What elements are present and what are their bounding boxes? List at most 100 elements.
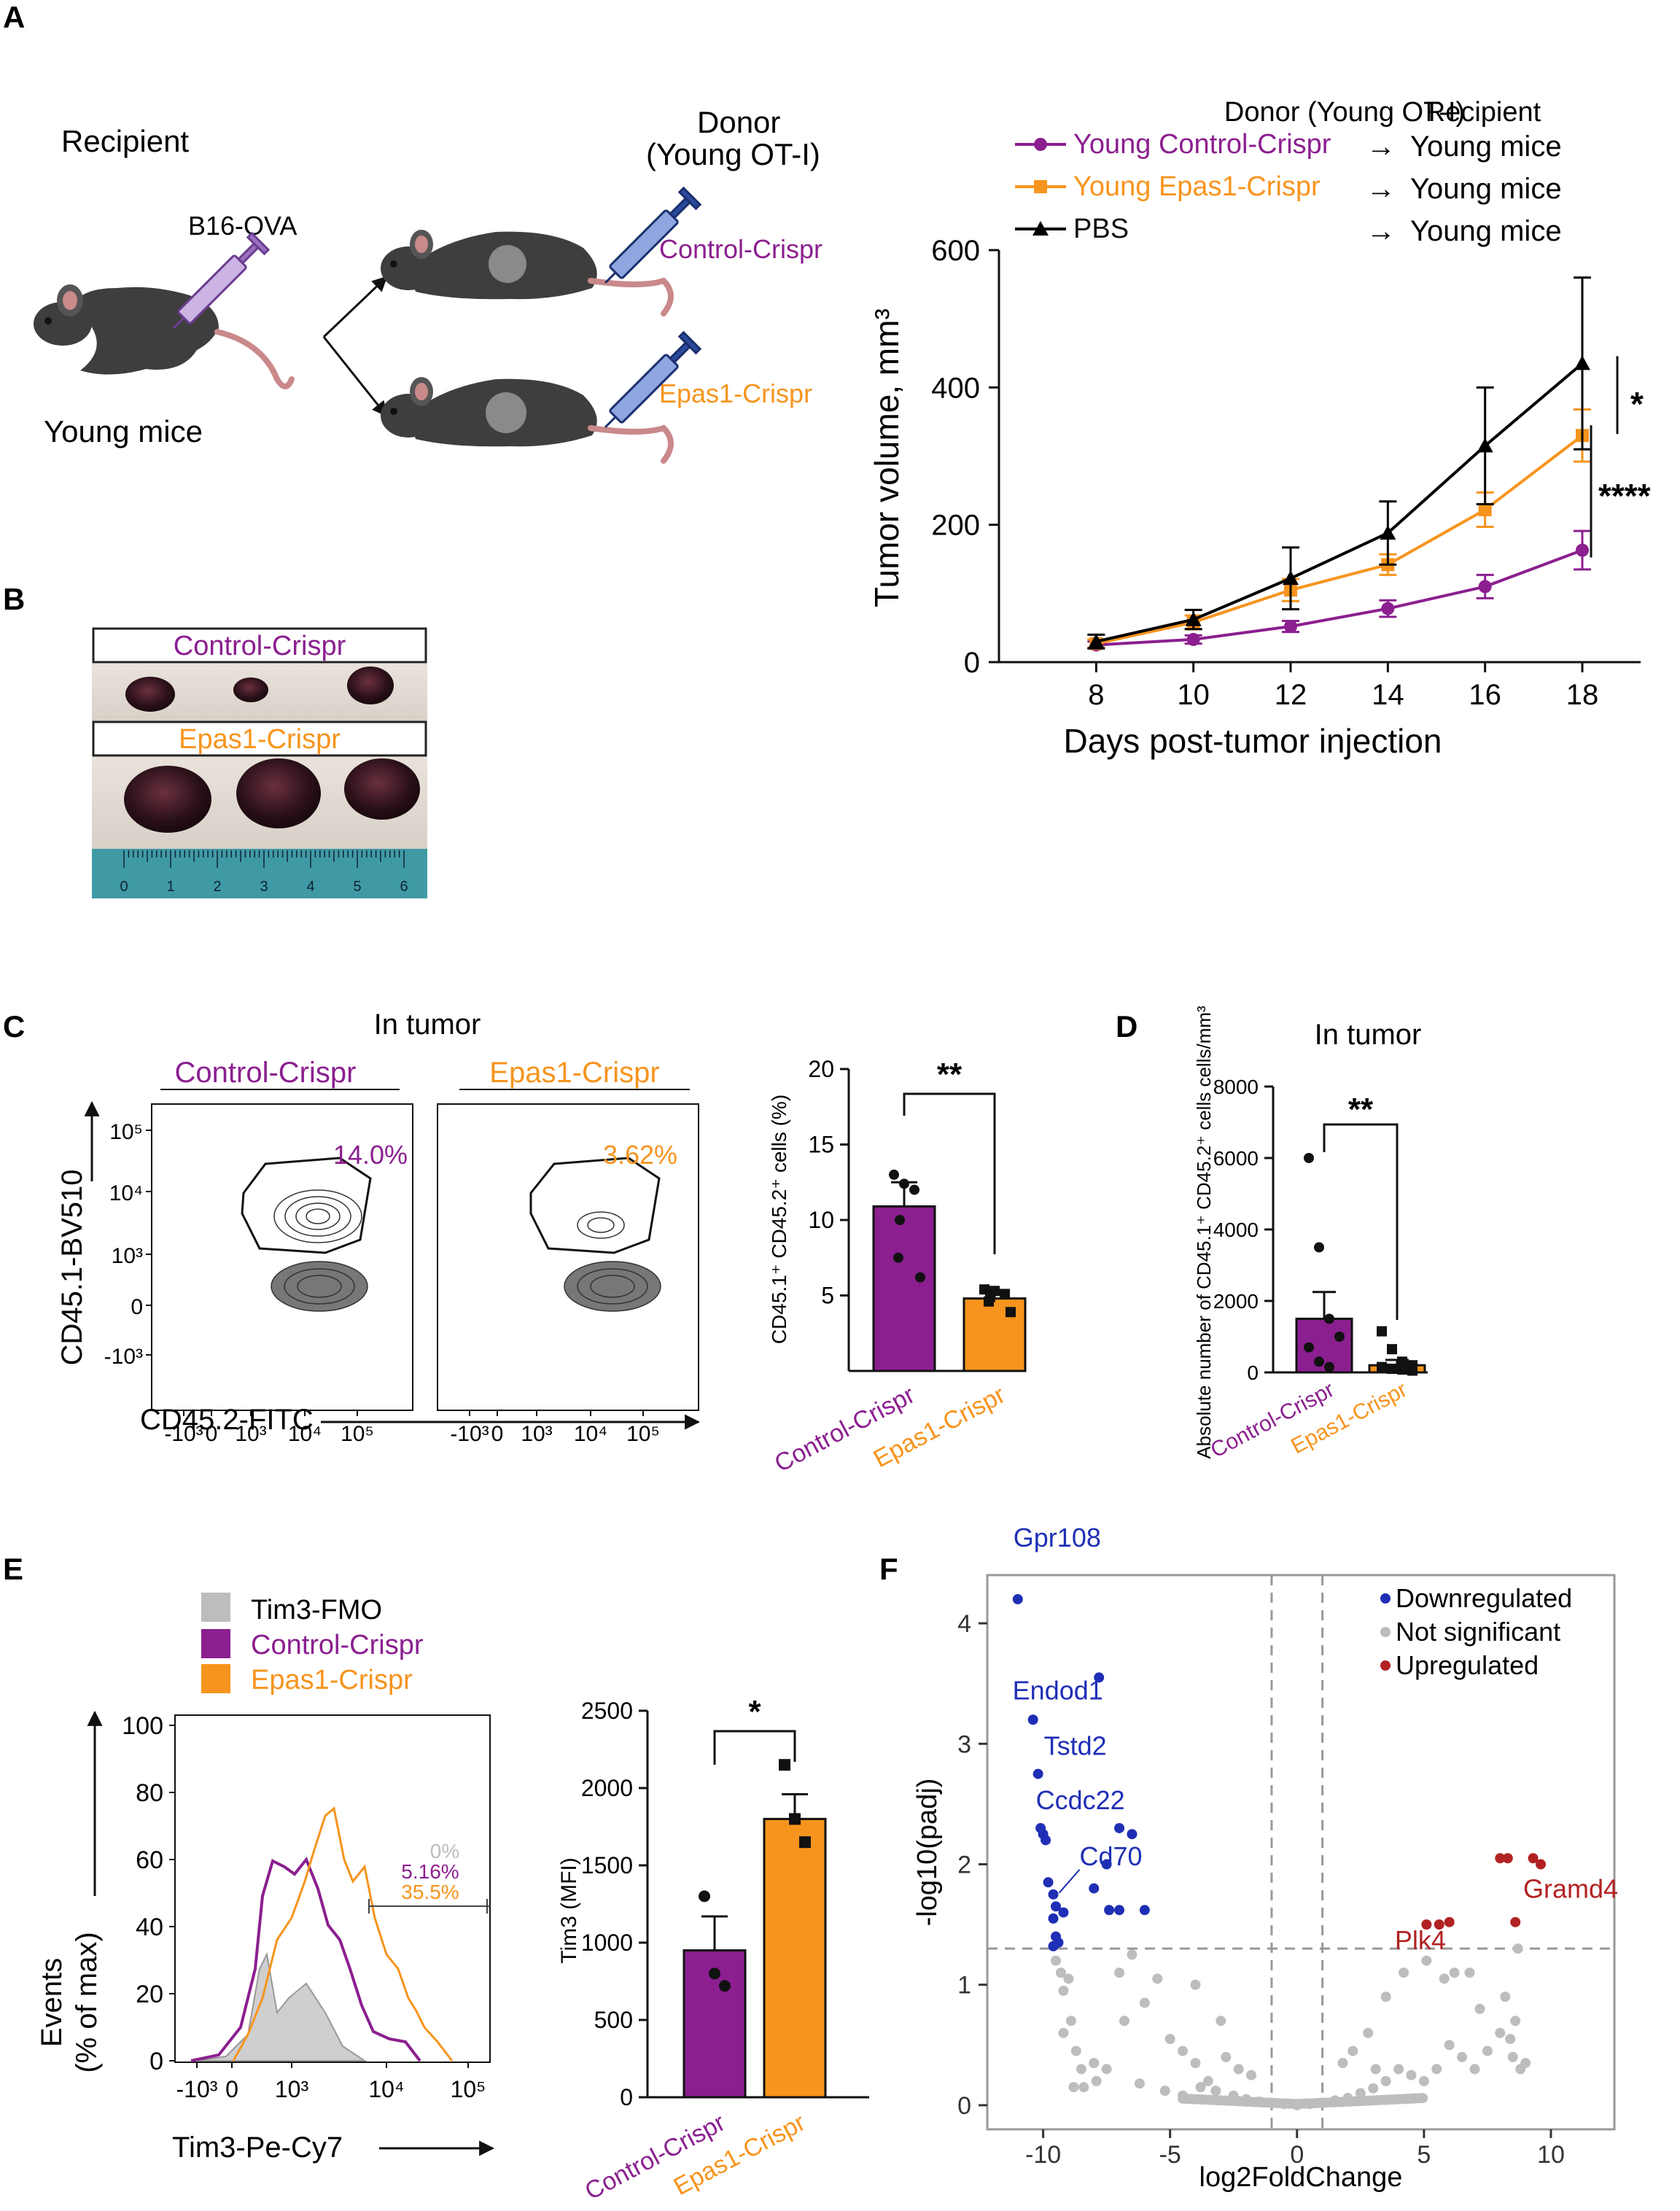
ns-point <box>1089 2058 1100 2069</box>
significance-bracket <box>903 1092 996 1254</box>
volcano-x-tick-label: -10 <box>1025 2141 1061 2169</box>
ns-point <box>1076 2064 1086 2075</box>
significance-bracket <box>1323 1123 1399 1320</box>
syringe-icon <box>172 231 271 330</box>
ns-point <box>1216 2016 1226 2027</box>
gene-label: Cd70 <box>1080 1841 1143 1871</box>
data-point <box>1478 580 1492 594</box>
ns-point <box>1119 2016 1130 2027</box>
ns-point <box>1202 2075 1213 2086</box>
ns-point <box>1063 1973 1074 1984</box>
bar-chart-c: 5101520Control-CrisprEpas1-Crispr**CD45.… <box>768 1056 1027 1477</box>
down-point <box>1048 1940 1059 1951</box>
volcano-legend-dot <box>1380 1660 1391 1671</box>
ns-point <box>1317 2097 1328 2108</box>
volcano-x-tick-label: 0 <box>1290 2141 1304 2169</box>
ns-point <box>1444 2040 1455 2051</box>
flow-c-x-tick-label: 0 <box>491 1422 504 1446</box>
data-point <box>1304 1342 1314 1353</box>
flow-c-y-tick-label: 10⁴ <box>109 1181 143 1205</box>
data-point <box>1334 1332 1345 1342</box>
down-point <box>1048 1913 1059 1924</box>
panel-label-f: F <box>879 1552 898 1586</box>
volcano-x-tick-label: -5 <box>1159 2141 1181 2169</box>
ns-point <box>1457 2051 1468 2062</box>
up-point <box>1495 1853 1506 1864</box>
down-point <box>1012 1594 1023 1605</box>
histogram-x-tick-label: 10⁵ <box>451 2076 486 2102</box>
data-point <box>799 1836 811 1849</box>
volcano-plot: -10 -5 0 5 10 0 1 2 3 4 Gpr108 Endod1 Tstd2 Ccdc22 Cd7… <box>912 1523 1618 2193</box>
epas1-tumor-3 <box>344 758 420 820</box>
histogram-x-label: Tim3-Pe-Cy7 <box>172 2132 343 2164</box>
data-point <box>1478 502 1492 516</box>
legend-control-swatch <box>201 1629 230 1658</box>
up-point <box>1528 1853 1539 1864</box>
branch-arrow-up <box>322 276 388 338</box>
flow-c-epas1-plot <box>437 1103 699 1411</box>
down-point <box>1114 1905 1125 1916</box>
series-line-young-epas1-crispr <box>1095 434 1584 645</box>
x-tick-label: 18 <box>1566 679 1599 711</box>
tumor-growth-legend: Donor (Young OT-I)Recipient Young Control… <box>1015 97 1562 247</box>
legend-arrow: → <box>1366 131 1396 163</box>
histogram-y-tick-label: 20 <box>136 1981 163 2008</box>
data-point <box>1006 1307 1016 1318</box>
ns-point <box>1241 2094 1252 2105</box>
flow-c-control-pct: 14.0% <box>333 1140 408 1170</box>
ns-point <box>1221 2051 1232 2062</box>
volcano-legend-dot <box>1380 1593 1391 1604</box>
panel-label-b: B <box>3 582 25 616</box>
ns-point <box>1406 2070 1417 2080</box>
bar-y-tick-label: 0 <box>1247 1361 1259 1384</box>
tumor-growth-x-label: Days post-tumor injection <box>1064 722 1442 760</box>
flow-c-y-tick-label: 10³ <box>112 1244 143 1268</box>
ns-point <box>1469 2064 1480 2075</box>
control-syringe-icon <box>604 186 702 284</box>
data-point <box>1477 438 1493 453</box>
ns-point <box>1078 2082 1089 2093</box>
ruler-label: 2 <box>213 879 221 895</box>
bar-title: In tumor <box>1315 1019 1422 1051</box>
flow-c-y-tick-label: -10³ <box>104 1345 143 1369</box>
ns-point <box>1195 2082 1206 2093</box>
up-point <box>1536 1859 1547 1870</box>
data-point <box>1314 1242 1324 1253</box>
down-point <box>1089 1883 1100 1894</box>
bar-y-tick-label: 2000 <box>581 1775 633 1801</box>
flow-c-control-header: Control-Crispr <box>175 1057 357 1089</box>
ns-point <box>1228 2090 1239 2101</box>
flow-c-title: In tumor <box>374 1009 481 1041</box>
branch-arrow-down <box>322 336 388 417</box>
x-tick-label: 16 <box>1469 679 1501 711</box>
ns-point <box>1464 1967 1475 1978</box>
ns-point <box>1342 2093 1353 2104</box>
ns-point <box>1051 1955 1062 1966</box>
x-tick-label: 14 <box>1372 679 1404 711</box>
histogram-x-tick-label: 0 <box>225 2076 238 2102</box>
bar-y-tick-label: 8000 <box>1213 1076 1259 1098</box>
significance-label: * <box>1630 385 1644 423</box>
control-tumor-3 <box>347 667 394 704</box>
legend-series-label: Young Control-Crispr <box>1073 129 1331 160</box>
histogram-plot-frame <box>174 1714 491 2063</box>
experiment-schematic: Recipient Young mice B16-OVA Donor (Youn… <box>34 105 822 464</box>
histogram-y-tick-label: 40 <box>136 1913 163 1941</box>
schematic-epas1-label: Epas1-Crispr <box>659 378 812 408</box>
flow-c-x-tick-label: 10⁵ <box>626 1422 660 1446</box>
bar-chart-e: 05001000150020002500Control-CrisprEpas1-… <box>557 1694 869 2205</box>
data-point <box>789 1813 801 1825</box>
flow-c-epas1-contours <box>564 1211 661 1312</box>
bar-y-label: Tim3 (MFI) <box>557 1857 581 1964</box>
volcano-y-tick-label: 0 <box>957 2092 971 2120</box>
down-point <box>1104 1905 1115 1916</box>
ns-point <box>1439 1973 1450 1984</box>
bar-y-tick-label: 2000 <box>1213 1290 1259 1313</box>
legend-marker <box>1034 138 1047 151</box>
gene-label: Endod1 <box>1013 1675 1103 1705</box>
data-point <box>899 1178 909 1189</box>
legend-fmo-swatch <box>201 1593 230 1622</box>
ns-point <box>1449 1967 1460 1978</box>
data-point <box>1407 1365 1418 1376</box>
